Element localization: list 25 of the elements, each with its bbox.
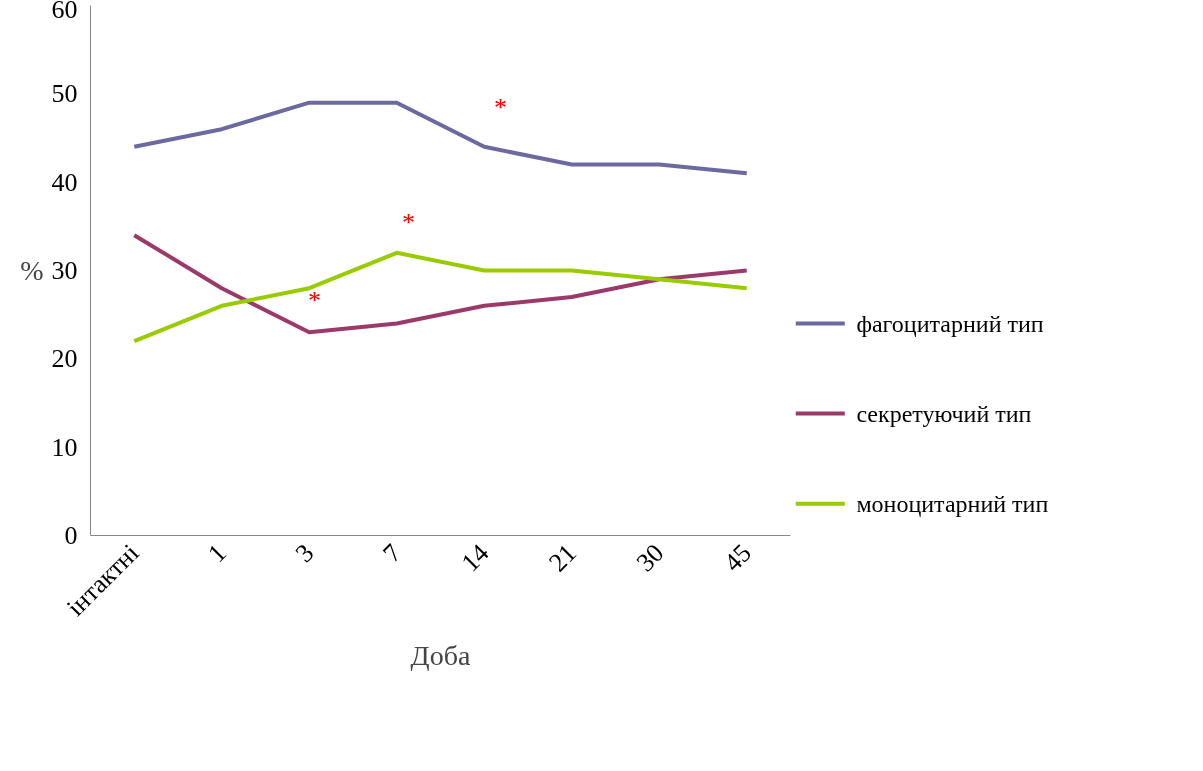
- x-axis-title: Доба: [410, 640, 471, 672]
- line-series: [132, 100, 749, 176]
- line-series: [132, 250, 749, 344]
- x-tick-label: 3: [289, 538, 320, 568]
- y-tick-label: 40: [51, 167, 78, 197]
- y-tick-label: 10: [51, 432, 78, 462]
- annotation: *: [308, 286, 321, 315]
- legend-label: секретуючий тип: [856, 400, 1032, 427]
- y-tick-label: 0: [64, 521, 78, 550]
- legend-label: моноцитарний тип: [856, 490, 1049, 517]
- annotation: *: [494, 93, 507, 122]
- line-series: [132, 233, 749, 335]
- y-axis-title: %: [20, 255, 44, 286]
- x-tick-label: 21: [543, 538, 582, 578]
- x-tick-label: 7: [377, 538, 407, 568]
- y-tick-label: 20: [51, 344, 78, 374]
- y-tick-label: 60: [51, 0, 78, 24]
- y-tick-label: 50: [51, 79, 78, 109]
- x-tick-label: 14: [455, 538, 495, 578]
- y-tick-label: 30: [51, 256, 78, 285]
- x-tick-label: 1: [202, 538, 232, 568]
- annotation: *: [402, 208, 415, 237]
- x-tick-label: 30: [630, 538, 670, 578]
- legend-label: фагоцитарний тип: [856, 310, 1044, 337]
- x-tick-label: 45: [718, 538, 757, 578]
